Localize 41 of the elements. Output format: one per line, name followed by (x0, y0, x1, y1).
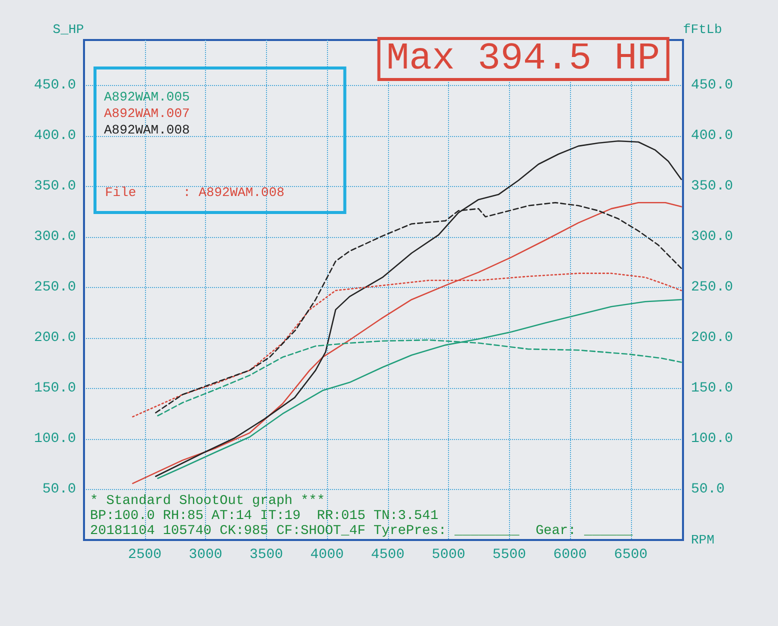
y-tick-label: 50.0 (42, 481, 76, 498)
annotation: BP:100.0 RH:85 AT:14 IT:19 RR:015 TN:3.541 (90, 509, 438, 524)
x-tick-label: 4500 (370, 547, 405, 563)
x-tick-label: 2500 (128, 547, 162, 563)
x-tick-label: 5500 (492, 547, 526, 563)
y2-tick-label: 300.0 (691, 228, 734, 245)
y2-tick-label: 450.0 (691, 77, 734, 94)
y2-axis-title: fFtLb (683, 22, 722, 37)
line-series (132, 202, 682, 484)
text: A892WAM.005 (104, 90, 190, 104)
y2-tick-label: 200.0 (691, 330, 734, 346)
y2-tick-label: 350.0 (691, 178, 734, 194)
x-tick-label: 3500 (249, 547, 284, 563)
y2-tick-label: 100.0 (691, 430, 734, 447)
y-tick-label: 200.0 (34, 330, 76, 346)
annotation: * Standard ShootOut graph *** (90, 494, 325, 509)
x-tick-label: 6500 (614, 547, 648, 563)
y2-tick-label: 150.0 (691, 380, 734, 396)
x-tick-label: 6000 (553, 547, 587, 563)
y-tick-label: 400.0 (34, 128, 76, 144)
chart-title: Max 394.5 HP (386, 38, 660, 80)
x-tick-label: 3000 (188, 547, 222, 563)
y-tick-label: 350.0 (34, 178, 76, 194)
text: A892WAM.008 (104, 122, 190, 138)
y2-tick-label: 400.0 (691, 128, 734, 144)
x-tick-label: 4000 (310, 547, 344, 563)
line-series (155, 140, 682, 478)
text: A892WAM.007 (104, 106, 190, 121)
y-tick-label: 150.0 (34, 380, 76, 396)
annotation: 20181104 105740 CK:985 CF:SHOOT_4F TyrePres: ________ Gear: ______ (90, 524, 634, 539)
y2-tick-label: 50.0 (691, 481, 725, 498)
y-tick-label: 250.0 (34, 279, 76, 296)
y-tick-label: 450.0 (34, 77, 76, 94)
y2-tick-label: 250.0 (691, 279, 734, 296)
line-series (157, 298, 682, 480)
y-axis-title: S_HP (52, 22, 84, 37)
x-axis-title: RPM (691, 532, 714, 548)
y-tick-label: 300.0 (34, 228, 76, 245)
x-tick-label: 5000 (432, 547, 466, 563)
annotation: File : A892WAM.008 (105, 185, 284, 200)
y-tick-label: 100.0 (34, 430, 76, 447)
